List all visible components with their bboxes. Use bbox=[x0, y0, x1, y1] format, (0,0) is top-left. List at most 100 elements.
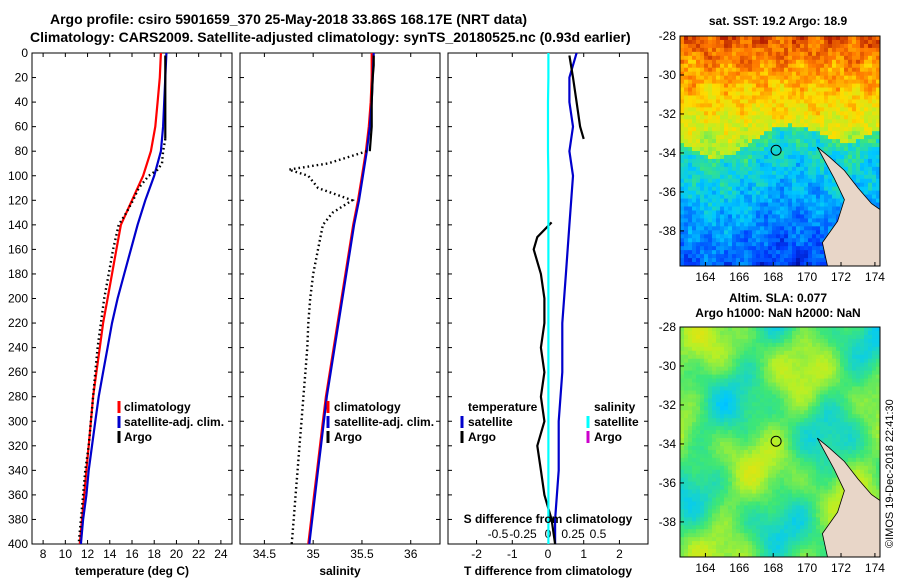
map-cell bbox=[796, 258, 801, 263]
map-cell bbox=[704, 234, 709, 239]
map-cell bbox=[780, 230, 785, 235]
map-cell bbox=[712, 95, 717, 101]
map-cell bbox=[780, 135, 785, 140]
map-cell bbox=[736, 346, 741, 352]
map-cell bbox=[700, 434, 705, 439]
map-cell bbox=[740, 342, 745, 348]
map-cell bbox=[876, 434, 880, 439]
map-cell bbox=[876, 119, 880, 124]
map-cell bbox=[736, 374, 741, 380]
map-cell bbox=[748, 158, 753, 164]
map-cell bbox=[796, 218, 801, 223]
map-cell bbox=[772, 394, 777, 399]
map-cell bbox=[872, 71, 877, 77]
map-cell bbox=[684, 36, 689, 41]
map-cell bbox=[752, 83, 757, 89]
map-cell bbox=[780, 250, 785, 255]
map-cell bbox=[772, 36, 777, 41]
map-cell bbox=[708, 111, 713, 116]
map-cell bbox=[772, 430, 777, 435]
map-cell bbox=[748, 378, 753, 384]
map-cell bbox=[808, 442, 813, 447]
map-cell bbox=[796, 127, 801, 132]
map-cell bbox=[856, 422, 861, 427]
map-cell bbox=[748, 362, 753, 368]
map-cell bbox=[708, 453, 713, 459]
map-cell bbox=[860, 63, 865, 69]
map-cell bbox=[692, 63, 697, 69]
map-cell bbox=[860, 469, 865, 475]
map-cell bbox=[752, 234, 757, 239]
map-cell bbox=[788, 386, 793, 392]
map-cell bbox=[716, 438, 721, 443]
map-cell bbox=[788, 87, 793, 93]
map-cell bbox=[700, 238, 705, 243]
map-cell bbox=[712, 350, 717, 356]
map-cell bbox=[680, 218, 685, 223]
map-cell bbox=[808, 222, 813, 227]
map-cell bbox=[692, 210, 697, 216]
map-cell bbox=[732, 206, 737, 212]
map-cell bbox=[812, 210, 817, 216]
map-cell bbox=[812, 107, 817, 112]
lon-tick-label: 164 bbox=[695, 270, 715, 284]
map-cell bbox=[808, 354, 813, 360]
map-cell bbox=[852, 394, 857, 399]
map-cell bbox=[860, 418, 865, 423]
map-cell bbox=[780, 162, 785, 168]
map-cell bbox=[836, 147, 841, 152]
map-cell bbox=[684, 262, 689, 266]
map-cell bbox=[860, 374, 865, 380]
map-cell bbox=[752, 75, 757, 81]
map-cell bbox=[824, 214, 829, 220]
map-cell bbox=[756, 39, 761, 45]
map-cell bbox=[728, 79, 733, 85]
map-cell bbox=[844, 402, 849, 407]
map-cell bbox=[756, 115, 761, 120]
map-cell bbox=[700, 330, 705, 336]
map-cell bbox=[836, 434, 841, 439]
map-cell bbox=[824, 386, 829, 392]
map-cell bbox=[796, 362, 801, 368]
map-cell bbox=[740, 83, 745, 89]
map-cell bbox=[768, 254, 773, 259]
map-cell bbox=[688, 426, 693, 431]
map-cell bbox=[728, 162, 733, 168]
map-cell bbox=[720, 170, 725, 176]
map-cell bbox=[760, 147, 765, 152]
map-cell bbox=[760, 362, 765, 368]
map-cell bbox=[864, 131, 869, 136]
map-cell bbox=[828, 438, 833, 443]
map-cell bbox=[760, 386, 765, 392]
map-cell bbox=[744, 418, 749, 423]
map-cell bbox=[800, 449, 805, 455]
map-cell bbox=[748, 111, 753, 116]
map-cell bbox=[744, 162, 749, 168]
map-cell bbox=[712, 214, 717, 220]
map-cell bbox=[872, 143, 877, 148]
map-cell bbox=[760, 238, 765, 243]
map-cell bbox=[808, 250, 813, 255]
map-cell bbox=[788, 250, 793, 255]
map-cell bbox=[740, 115, 745, 120]
map-cell bbox=[768, 230, 773, 235]
map-cell bbox=[832, 477, 837, 483]
map-cell bbox=[716, 250, 721, 255]
map-cell bbox=[832, 334, 837, 340]
map-cell bbox=[720, 182, 725, 188]
map-cell bbox=[812, 162, 817, 168]
map-cell bbox=[780, 178, 785, 184]
map-cell bbox=[840, 330, 845, 336]
map-cell bbox=[868, 139, 873, 144]
map-cell bbox=[756, 481, 761, 487]
map-cell bbox=[868, 194, 873, 200]
map-cell bbox=[808, 338, 813, 344]
map-cell bbox=[772, 202, 777, 208]
map-cell bbox=[740, 170, 745, 176]
map-cell bbox=[864, 55, 869, 61]
map-cell bbox=[856, 330, 861, 336]
map-cell bbox=[796, 250, 801, 255]
map-cell bbox=[776, 75, 781, 81]
map-cell bbox=[864, 354, 869, 360]
map-cell bbox=[816, 258, 821, 263]
